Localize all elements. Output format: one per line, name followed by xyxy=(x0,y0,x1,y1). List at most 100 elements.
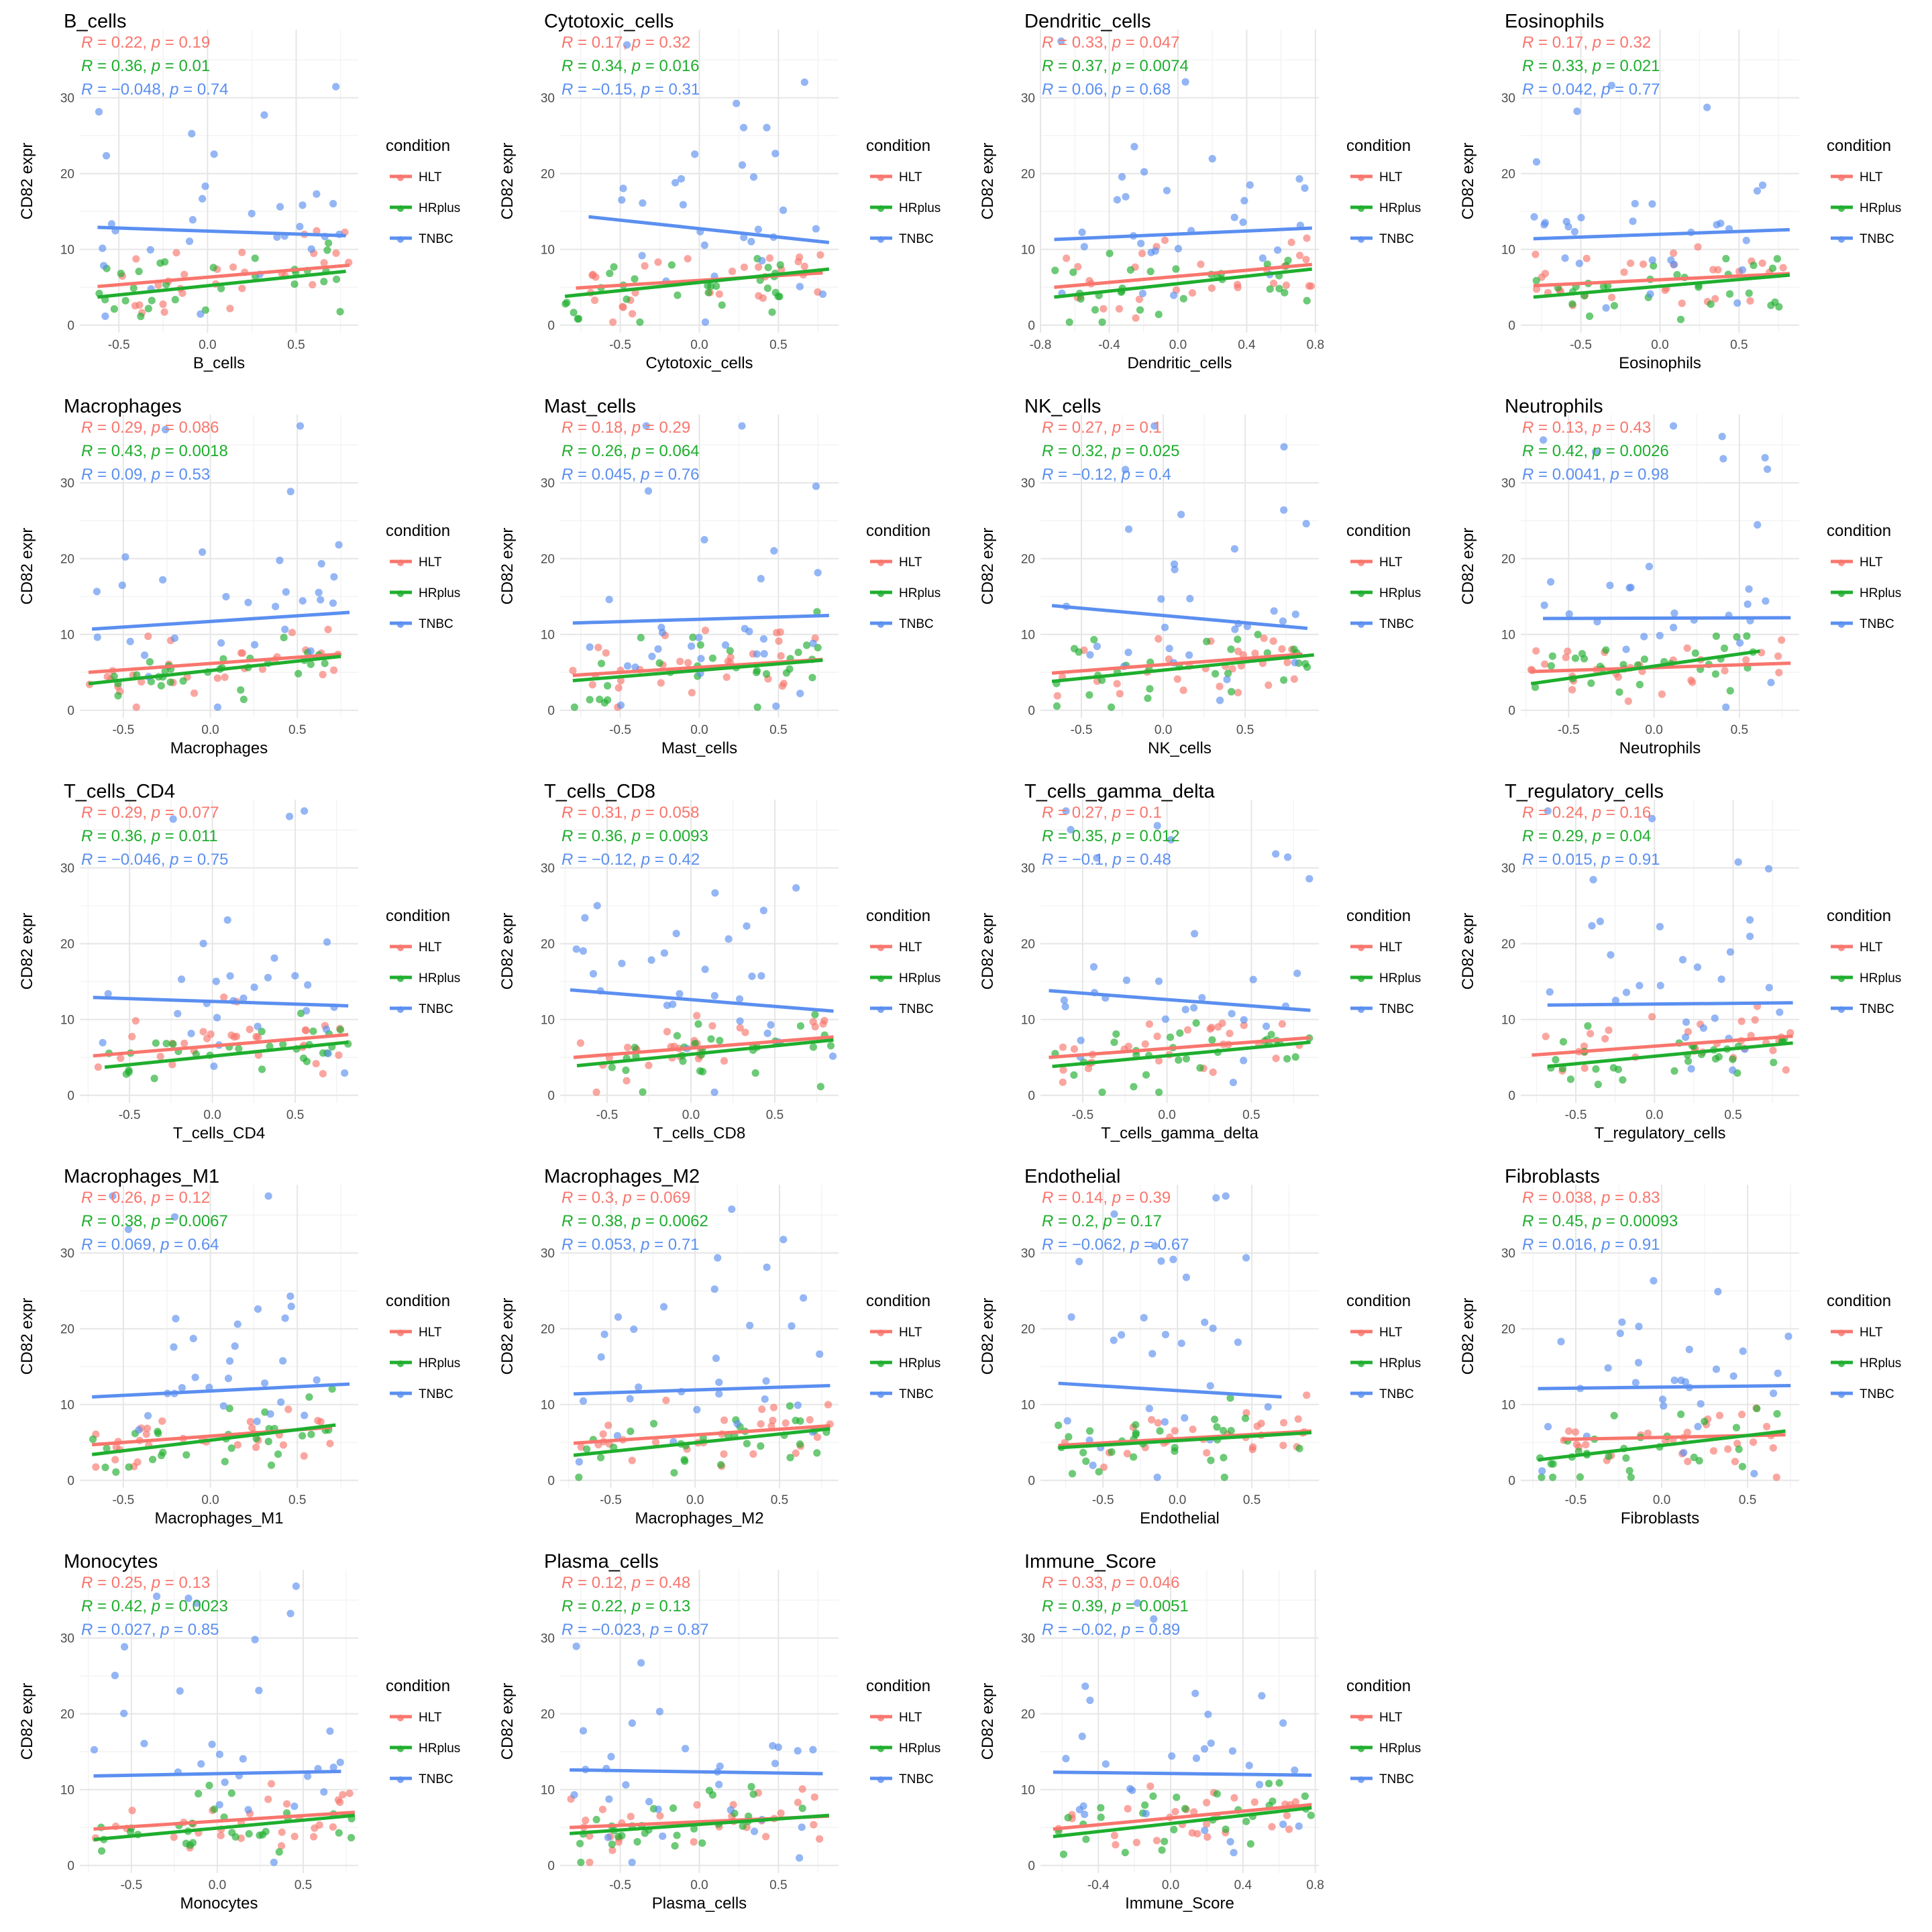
point-tnbc xyxy=(90,1746,99,1754)
point-hlt xyxy=(701,627,710,635)
point-hrplus xyxy=(1098,1088,1106,1096)
point-hrplus xyxy=(826,1042,835,1050)
point-hrplus xyxy=(1715,1053,1723,1061)
point-tnbc xyxy=(1650,1277,1658,1285)
legend-title: condition xyxy=(386,137,450,155)
y-tick-label: 30 xyxy=(1501,92,1515,106)
point-tnbc xyxy=(120,1643,129,1651)
panel-title: T_regulatory_cells xyxy=(1505,781,1664,802)
legend-label-hrplus: HRplus xyxy=(419,1741,460,1756)
legend-label-hrplus: HRplus xyxy=(1860,1356,1901,1371)
point-hrplus xyxy=(726,647,734,655)
point-hrplus xyxy=(698,1839,706,1847)
grid-minor xyxy=(80,30,358,333)
point-hrplus xyxy=(1053,702,1061,710)
x-axis-label: Neutrophils xyxy=(1619,739,1701,757)
x-tick-label: 0.0 xyxy=(201,1493,219,1507)
point-hrplus xyxy=(570,309,578,317)
point-hlt xyxy=(1115,305,1124,313)
point-tnbc xyxy=(1161,1015,1169,1023)
point-hrplus xyxy=(1208,1036,1216,1044)
point-hlt xyxy=(782,1419,790,1427)
y-tick-label: 0 xyxy=(547,1860,555,1874)
point-tnbc xyxy=(250,983,258,991)
point-hlt xyxy=(288,629,297,637)
point-hrplus xyxy=(154,1428,162,1436)
y-tick-label: 10 xyxy=(1021,1014,1035,1028)
legend-title: condition xyxy=(866,1292,930,1310)
point-hlt xyxy=(311,1824,319,1832)
point-hrplus xyxy=(1548,652,1556,660)
point-hlt xyxy=(1746,297,1754,305)
point-hrplus xyxy=(1712,632,1721,640)
stat-label-tnbc: R = 0.0041, p = 0.98 xyxy=(1522,466,1669,484)
point-hrplus xyxy=(1059,1850,1068,1858)
point-tnbc xyxy=(1745,585,1753,593)
point-tnbc xyxy=(299,201,307,209)
point-hlt xyxy=(1209,1068,1217,1076)
point-hlt xyxy=(326,1440,334,1448)
legend-key-point xyxy=(1358,1746,1364,1752)
stat-label-tnbc: R = −0.02, p = 0.89 xyxy=(1042,1621,1180,1639)
point-tnbc xyxy=(109,1192,117,1200)
point-hlt xyxy=(1135,295,1143,303)
point-hrplus xyxy=(794,648,802,657)
point-tnbc xyxy=(1086,1697,1094,1705)
point-tnbc xyxy=(1212,1194,1220,1202)
point-hrplus xyxy=(1773,1410,1781,1418)
point-tnbc xyxy=(663,1002,672,1010)
panel-monocytes: -0.5 0.0 0.5 0 10 20 30 R = 0.25, p = 0.13 R = 0… xyxy=(3,1540,480,1925)
point-hrplus xyxy=(786,1402,794,1410)
fit-line-hlt xyxy=(1049,1036,1311,1059)
point-tnbc xyxy=(1776,1008,1784,1016)
legend-label-hrplus: HRplus xyxy=(1379,586,1421,600)
point-hrplus xyxy=(1547,662,1555,670)
x-axis-label: Fibroblasts xyxy=(1621,1509,1699,1527)
point-tnbc xyxy=(1565,610,1573,618)
point-tnbc xyxy=(654,645,662,653)
point-hlt xyxy=(180,270,189,278)
legend-key-point xyxy=(397,975,404,982)
y-tick-label: 30 xyxy=(1021,1632,1035,1646)
point-tnbc xyxy=(677,174,686,183)
point-hrplus xyxy=(1068,1470,1077,1478)
y-axis-label: CD82 expr xyxy=(979,1683,997,1760)
point-tnbc xyxy=(273,233,281,241)
point-tnbc xyxy=(767,1021,775,1029)
y-tick-label: 20 xyxy=(60,1323,74,1337)
point-tnbc xyxy=(1712,1365,1721,1373)
point-hlt xyxy=(1146,1782,1155,1790)
legend-label-tnbc: TNBC xyxy=(419,232,453,246)
point-tnbc xyxy=(780,1236,788,1244)
point-hlt xyxy=(1148,1415,1156,1424)
point-hrplus xyxy=(1158,1846,1166,1854)
point-tnbc xyxy=(276,556,284,564)
point-tnbc xyxy=(1742,236,1750,245)
point-tnbc xyxy=(1656,922,1664,930)
stat-label-tnbc: R = −0.048, p = 0.74 xyxy=(81,80,229,99)
legend-key-point xyxy=(877,1391,884,1398)
x-axis-label: Mast_cells xyxy=(661,739,737,757)
y-tick-label: 0 xyxy=(1508,704,1515,718)
y-tick-label: 30 xyxy=(541,1632,555,1646)
point-tnbc xyxy=(212,977,220,985)
point-tnbc xyxy=(1089,963,1098,971)
point-tnbc xyxy=(1078,1732,1086,1741)
point-hlt xyxy=(1171,1427,1179,1435)
point-hrplus xyxy=(347,1833,356,1842)
point-tnbc xyxy=(700,535,708,544)
x-tick-label: 0.5 xyxy=(1242,1108,1260,1122)
point-hrplus xyxy=(1303,297,1311,305)
point-tnbc xyxy=(215,1801,223,1809)
point-tnbc xyxy=(1170,560,1179,568)
point-tnbc xyxy=(1245,1762,1253,1770)
y-tick-label: 30 xyxy=(541,1247,555,1261)
point-hlt xyxy=(1542,1032,1550,1040)
point-tnbc xyxy=(1656,631,1664,640)
panel-title: Mast_cells xyxy=(544,396,636,417)
point-hrplus xyxy=(1098,676,1106,684)
